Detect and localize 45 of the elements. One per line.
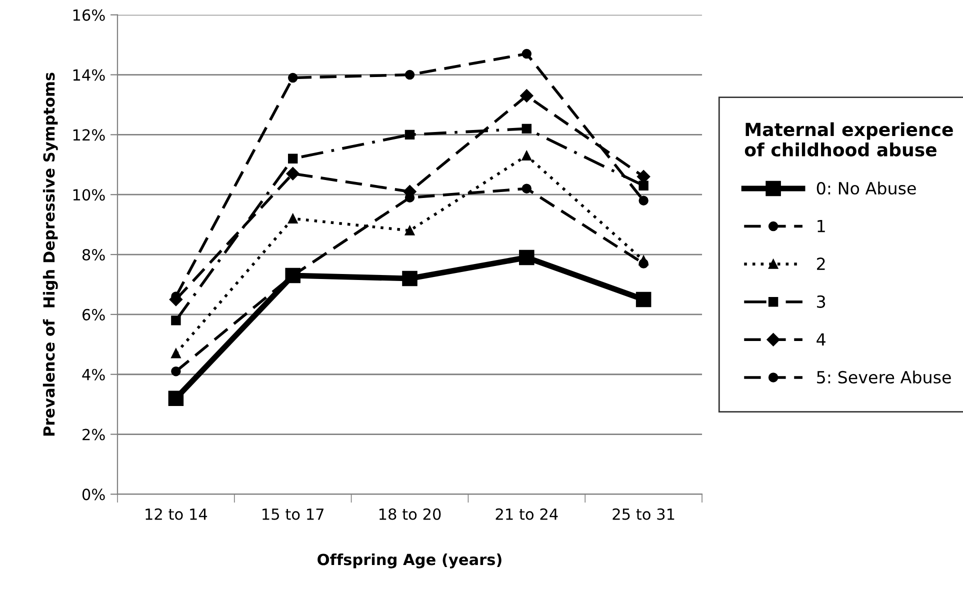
- point: [522, 150, 532, 161]
- point: [638, 196, 648, 206]
- point: [404, 130, 415, 140]
- x-tick-label: 21 to 24: [496, 508, 558, 520]
- point: [638, 180, 648, 190]
- y-tick-label: 8%: [82, 248, 105, 261]
- y-tick-label: 10%: [73, 189, 105, 201]
- point: [522, 48, 532, 59]
- y-tick-label: 2%: [82, 428, 105, 440]
- x-tick-label: 18 to 20: [379, 508, 441, 520]
- legend-label: 2: [817, 258, 825, 270]
- x-tick-label: 15 to 17: [262, 508, 324, 520]
- point: [636, 292, 652, 308]
- point: [286, 167, 300, 180]
- legend-title: Maternal experience of childhood abuse: [744, 122, 953, 156]
- y-tick-label: 16%: [73, 9, 105, 21]
- legend-label: 5: Severe Abuse: [817, 370, 951, 384]
- y-tick-label: 12%: [73, 129, 105, 141]
- x-tick-label: 25 to 31: [612, 508, 674, 520]
- point: [404, 70, 415, 80]
- point: [638, 256, 648, 266]
- point: [519, 250, 534, 266]
- legend-label: 3: [817, 295, 826, 308]
- legend-label: 4: [816, 333, 826, 346]
- legend-label: 1: [818, 220, 825, 232]
- point: [168, 390, 184, 406]
- point: [404, 226, 415, 236]
- point: [288, 72, 298, 83]
- point: [171, 366, 181, 376]
- x-tick-label: 12 to 14: [146, 508, 208, 520]
- y-tick-label: 6%: [82, 308, 105, 320]
- x-axis-title: Offspring Age (years): [318, 553, 502, 568]
- y-tick-label: 4%: [82, 368, 105, 380]
- legend-label: 0: No Abuse: [816, 182, 916, 195]
- point: [402, 270, 418, 286]
- point: [520, 89, 534, 102]
- point: [288, 154, 298, 164]
- y-tick-label: 0%: [82, 488, 105, 500]
- point: [171, 348, 181, 358]
- point: [522, 184, 532, 194]
- point: [522, 124, 532, 134]
- y-axis-title: Prevalence of High Depressive Symptoms: [42, 72, 58, 436]
- point: [288, 214, 298, 224]
- y-tick-label: 14%: [73, 69, 105, 81]
- point: [171, 316, 181, 326]
